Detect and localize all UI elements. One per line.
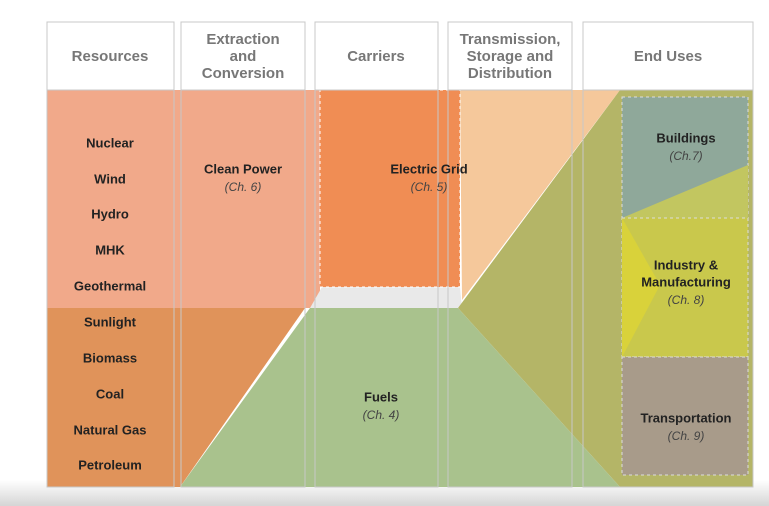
chapter-ref: (Ch. 9): [668, 429, 705, 443]
resource-label: Biomass: [83, 350, 137, 365]
resource-label: Petroleum: [78, 457, 142, 472]
column-header: and: [230, 48, 257, 65]
gap-area: [310, 287, 462, 308]
resource-label: Geothermal: [74, 278, 146, 293]
clean-power-area: [47, 90, 320, 308]
column-header: Distribution: [468, 65, 552, 82]
resource-label: MHK: [95, 242, 125, 257]
column-header: Conversion: [202, 65, 285, 82]
resource-label: Coal: [96, 386, 124, 401]
electric-grid-area: [319, 89, 461, 288]
column-header: Transmission,: [460, 31, 561, 48]
column-header: Carriers: [347, 48, 405, 65]
chapter-ref: (Ch. 6): [225, 180, 262, 194]
region-label: Fuels: [364, 389, 398, 404]
grid-transmission-area: [460, 90, 620, 300]
chapter-ref: (Ch. 8): [668, 293, 705, 307]
resource-label: Natural Gas: [74, 422, 147, 437]
region-label: Transportation: [640, 410, 731, 425]
shade: [622, 218, 660, 357]
transportation-box: [621, 356, 749, 476]
fuel-resources-area: [47, 308, 305, 487]
shade: [622, 165, 748, 218]
resource-label: Wind: [94, 171, 126, 186]
header-cells: [46, 21, 754, 91]
chapter-ref: (Ch. 5): [411, 180, 448, 194]
column-header: Resources: [72, 48, 149, 65]
resource-label: Sunlight: [84, 314, 137, 329]
region-label: Industry &: [654, 257, 718, 272]
region-label: Manufacturing: [641, 274, 731, 289]
resource-label: Hydro: [91, 206, 129, 221]
column-header: Extraction: [206, 31, 279, 48]
resource-label: Nuclear: [86, 135, 134, 150]
chapter-ref: (Ch. 4): [363, 408, 400, 422]
region-label: Electric Grid: [390, 161, 467, 176]
fuels-area: [180, 308, 620, 487]
region-label: Clean Power: [204, 161, 282, 176]
chapter-ref: (Ch.7): [669, 149, 702, 163]
column-header: Storage and: [467, 48, 554, 65]
region-label: Buildings: [656, 130, 715, 145]
column-header: End Uses: [634, 48, 702, 65]
